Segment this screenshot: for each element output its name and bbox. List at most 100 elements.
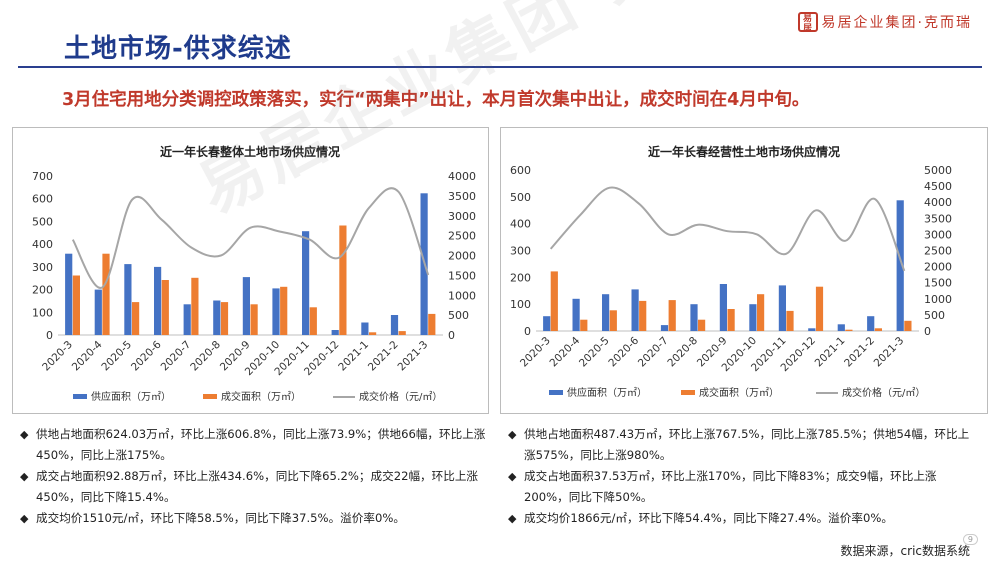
y-tick-label: 0 [46, 329, 53, 342]
bar-supply [631, 289, 639, 331]
bar-supply [390, 315, 399, 335]
bar-deal [428, 313, 436, 335]
x-tick-label: 2020-4 [548, 334, 583, 369]
chart-title: 近一年长春整体土地市场供应情况 [160, 144, 340, 159]
chart-overall-land-supply: 近一年长春整体土地市场供应情况 0 100 200 300 400 500 600 700 0 50… [32, 144, 476, 403]
logo-text: 易居企业集团·克而瑞 [821, 15, 972, 31]
bar-supply [719, 284, 727, 331]
y2-tick-label: 3500 [448, 190, 476, 203]
bar-supply [572, 298, 580, 331]
company-logo: 易居 易居企业集团·克而瑞 [797, 12, 972, 34]
bar-deal [191, 277, 199, 335]
x-tick-label: 2021-1 [336, 339, 371, 374]
legend-label: 成交面积（万㎡） [699, 386, 779, 399]
bar-supply [867, 316, 875, 331]
y2-tick-label: 5000 [924, 164, 952, 177]
x-tick-label: 2020-7 [636, 335, 671, 370]
bar-supply [154, 266, 162, 335]
y2-tick-label: 500 [924, 309, 945, 322]
bar-deal [550, 271, 558, 331]
x-tick-label: 2021-2 [366, 339, 401, 374]
bar-supply [778, 285, 786, 331]
bar-deal [874, 328, 882, 331]
bar-deal [580, 319, 588, 331]
y2-tick-label: 3000 [924, 228, 952, 241]
bar-deal [132, 302, 140, 335]
bar-deal [250, 304, 258, 335]
notes-commercial: 供地占地面积487.43万㎡，环比上涨767.5%，同比上涨785.5%；供地5… [508, 424, 978, 529]
bar-supply [690, 304, 698, 331]
y2-tick-label: 0 [448, 329, 455, 342]
data-source: 数据来源，cric数据系统 [840, 544, 970, 558]
y-tick-label: 500 [510, 191, 531, 204]
chart-panel-commercial: 近一年长春经营性土地市场供应情况 0 100 200 300 400 500 600 0 500 1… [500, 127, 988, 414]
x-tick-label: 2020-5 [99, 339, 134, 374]
bar-deal [398, 331, 406, 335]
bar-supply [124, 264, 132, 335]
bar-deal [757, 294, 765, 331]
y-tick-label: 100 [510, 298, 531, 311]
bar-supply [808, 328, 816, 331]
legend-label: 供应面积（万㎡） [91, 390, 171, 403]
legend-swatch [203, 394, 217, 399]
bar-deal [72, 275, 80, 335]
y-tick-label: 300 [32, 261, 53, 274]
bar-deal [339, 225, 347, 335]
legend-label: 成交面积（万㎡） [221, 390, 301, 403]
page-title: 土地市场-供求综述 [64, 34, 292, 64]
bar-deal [815, 286, 824, 331]
bar-deal [698, 319, 706, 331]
legend-swatch [549, 390, 563, 395]
x-tick-label: 2020-8 [188, 339, 223, 374]
y-tick-label: 600 [510, 164, 531, 177]
note-item: 供地占地面积624.03万㎡，环比上涨606.8%，同比上涨73.9%；供地66… [20, 424, 490, 466]
x-tick-label: 2020-5 [577, 335, 612, 370]
legend-swatch [73, 394, 87, 399]
y2-tick-label: 1500 [924, 277, 952, 290]
legend-label: 供应面积（万㎡） [567, 386, 647, 399]
note-item: 成交均价1866元/㎡，环比下降54.4%，同比下降27.4%。溢价率0%。 [508, 508, 978, 529]
bar-supply [602, 294, 610, 331]
x-tick-label: 2020-6 [606, 334, 641, 369]
x-tick-label: 2021-3 [872, 335, 907, 370]
y2-tick-label: 4500 [924, 180, 952, 193]
x-tick-label: 2021-3 [396, 339, 431, 374]
bar-deal [786, 310, 794, 331]
y2-tick-label: 1000 [924, 293, 952, 306]
page-number: 9 [962, 534, 978, 545]
y2-tick-label: 0 [924, 325, 931, 338]
logo-seal-icon: 易居 [797, 12, 818, 34]
bar-deal [369, 332, 377, 335]
bar-supply [331, 330, 339, 335]
y-tick-label: 500 [32, 215, 53, 228]
bar-supply [94, 289, 102, 335]
note-item: 成交占地面积92.88万㎡，环比上涨434.6%，同比下降65.2%；成交22幅… [20, 466, 490, 508]
y2-tick-label: 1500 [448, 269, 476, 282]
y2-tick-label: 500 [448, 309, 469, 322]
bar-supply [660, 325, 669, 331]
x-tick-label: 2021-2 [842, 335, 877, 370]
x-tick-label: 2020-6 [129, 338, 164, 373]
y-tick-label: 200 [32, 284, 53, 297]
y-tick-label: 0 [524, 325, 531, 338]
header-divider [18, 66, 982, 68]
bar-deal [609, 310, 617, 331]
bar-deal [161, 280, 169, 335]
y2-tick-label: 4000 [448, 170, 476, 183]
x-tick-label: 2020-8 [665, 335, 700, 370]
bar-deal [727, 309, 735, 331]
note-item: 供地占地面积487.43万㎡，环比上涨767.5%，同比上涨785.5%；供地5… [508, 424, 978, 466]
x-tick-label: 2021-1 [813, 335, 848, 370]
bar-deal [639, 300, 647, 331]
bar-deal [220, 302, 229, 335]
chart-panel-overall: 近一年长春整体土地市场供应情况 0 100 200 300 400 500 600 700 0 50… [12, 127, 489, 414]
chart-commercial-land-supply: 近一年长春经营性土地市场供应情况 0 100 200 300 400 500 600 0 500 1… [510, 144, 952, 399]
bar-supply [543, 316, 551, 331]
y2-tick-label: 3000 [448, 210, 476, 223]
y-tick-label: 700 [32, 170, 53, 183]
bar-supply [213, 300, 221, 335]
y2-tick-label: 2000 [448, 250, 476, 263]
legend-label: 成交价格（元/㎡） [359, 390, 442, 403]
y-tick-label: 600 [32, 193, 53, 206]
series-line-price [549, 186, 906, 272]
